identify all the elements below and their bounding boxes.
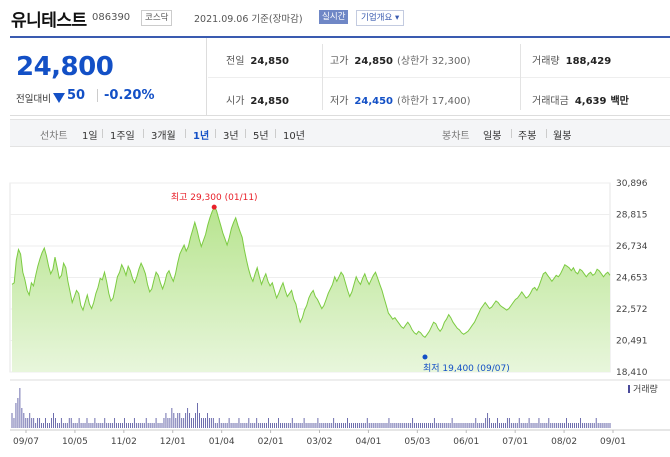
current-price: 24,800 — [16, 52, 114, 82]
tab-1w[interactable]: 1주일 — [110, 131, 135, 142]
stat-prev-close: 전일 24,850 — [226, 52, 289, 67]
y-tick-label: 20,491 — [616, 337, 648, 347]
x-axis: 09/07 10/05 11/02 12/01 01/04 02/01 03/02 04/01… — [10, 429, 670, 447]
y-tick-label: 24,653 — [616, 274, 648, 284]
x-tick-label: 02/01 — [258, 437, 284, 447]
stat-low: 저가 24,450 (하한가 17,400) — [330, 92, 471, 107]
tab-monthly[interactable]: 월봉 — [553, 131, 572, 142]
divider — [102, 129, 103, 138]
stat-value: 188,429 — [565, 56, 612, 67]
divider — [520, 44, 521, 110]
company-info-button[interactable]: 기업개요 ▾ — [356, 10, 405, 26]
divider — [215, 129, 216, 138]
high-label: 최고 29,300 (01/11) — [171, 192, 258, 203]
divider — [511, 129, 512, 138]
low-marker — [422, 354, 428, 360]
stat-label: 저가 — [330, 96, 349, 107]
x-tick-label: 01/04 — [209, 437, 235, 447]
stat-sub: (상한가 32,300) — [397, 56, 471, 67]
tab-3m[interactable]: 3개월 — [151, 131, 176, 142]
realtime-button[interactable]: 실시간 — [319, 10, 349, 24]
x-tick-label: 09/01 — [600, 437, 626, 447]
volume-legend-swatch — [628, 385, 630, 393]
chevron-down-icon: ▾ — [394, 13, 400, 23]
divider — [97, 89, 98, 102]
volume-bars: 거래량 — [10, 379, 670, 428]
high-marker — [211, 204, 217, 210]
current-price-box: 24,800 전일대비 50 -0.20% — [10, 38, 207, 116]
price-summary: 24,800 전일대비 50 -0.20% 전일 24,850 고가 24,850 (… — [10, 36, 670, 116]
change-label: 전일대비 — [16, 94, 51, 105]
tab-10y[interactable]: 10년 — [283, 131, 305, 142]
stat-volume: 거래량 188,429 — [532, 52, 611, 67]
y-tick-label: 30,896 — [616, 179, 648, 189]
tab-3y[interactable]: 3년 — [223, 131, 239, 142]
tab-daily[interactable]: 일봉 — [483, 131, 502, 142]
chart-period-tabs: 선차트 1일 1주일 3개월 1년 3년 5년 10년 봉차트 일봉 주봉 월봉 — [10, 119, 670, 147]
y-axis: 30,896 28,815 26,734 24,653 22,572 20,491 18,4… — [616, 179, 648, 378]
stat-value: 24,850 — [250, 56, 289, 67]
stat-label: 거래대금 — [532, 96, 569, 107]
y-tick-label: 18,410 — [616, 368, 648, 378]
y-tick-label: 22,572 — [616, 305, 648, 315]
x-tick-label: 06/01 — [453, 437, 479, 447]
down-triangle-icon — [53, 93, 65, 103]
x-tick-label: 07/01 — [502, 437, 528, 447]
x-tick-label: 04/01 — [355, 437, 381, 447]
stat-amount: 거래대금 4,639 백만 — [532, 92, 629, 107]
price-area — [12, 207, 610, 372]
stat-value: 24,850 — [354, 56, 393, 67]
divider — [245, 129, 246, 138]
base-date: 2021.09.06 기준(장마감) — [194, 14, 303, 25]
divider — [322, 44, 323, 110]
x-tick-label: 05/03 — [404, 437, 430, 447]
divider — [275, 129, 276, 138]
tab-5y[interactable]: 5년 — [253, 131, 269, 142]
y-tick-label: 28,815 — [616, 211, 648, 221]
change-value: 50 — [67, 88, 86, 103]
candle-chart-caption: 봉차트 — [442, 131, 470, 142]
x-tick-label: 10/05 — [62, 437, 88, 447]
low-label: 최저 19,400 (09/07) — [423, 363, 510, 374]
stock-header: 유니테스트 086390 코스닥 2021.09.06 기준(장마감) 실시간 … — [0, 0, 670, 34]
stat-high: 고가 24,850 (상한가 32,300) — [330, 52, 471, 67]
divider — [185, 129, 186, 138]
stat-label: 시가 — [226, 96, 245, 107]
stock-code: 086390 — [92, 12, 131, 23]
stat-unit: 백만 — [610, 96, 629, 107]
stat-sub: (하한가 17,400) — [397, 96, 471, 107]
stat-label: 거래량 — [532, 56, 560, 67]
market-badge: 코스닥 — [141, 10, 173, 26]
tab-1y[interactable]: 1년 — [193, 131, 210, 142]
divider — [208, 77, 670, 78]
stat-open: 시가 24,850 — [226, 92, 289, 107]
change-percent: -0.20% — [104, 88, 155, 103]
price-line — [11, 206, 611, 338]
y-tick-label: 26,734 — [616, 242, 648, 252]
volume-legend-label: 거래량 — [633, 383, 658, 395]
stat-value: 24,850 — [250, 96, 289, 107]
tab-weekly[interactable]: 주봉 — [518, 131, 537, 142]
tab-1d[interactable]: 1일 — [82, 131, 98, 142]
chart-annotations: 최고 29,300 (01/11) 최저 19,400 (09/07) — [171, 192, 510, 374]
price-chart: 30,896 28,815 26,734 24,653 22,572 20,491 18,4… — [9, 179, 670, 447]
x-tick-label: 12/01 — [160, 437, 186, 447]
x-tick-label: 09/07 — [13, 437, 39, 447]
x-tick-label: 11/02 — [111, 437, 137, 447]
line-chart-caption: 선차트 — [40, 131, 68, 142]
company-name: 유니테스트 — [11, 11, 87, 31]
stat-label: 전일 — [226, 56, 245, 67]
stat-value: 4,639 — [574, 96, 607, 107]
divider — [143, 129, 144, 138]
x-tick-label: 03/02 — [307, 437, 333, 447]
stat-value: 24,450 — [354, 96, 393, 107]
divider — [546, 129, 547, 138]
stat-label: 고가 — [330, 56, 349, 67]
x-tick-label: 08/02 — [551, 437, 577, 447]
company-info-label: 기업개요 — [361, 13, 393, 23]
